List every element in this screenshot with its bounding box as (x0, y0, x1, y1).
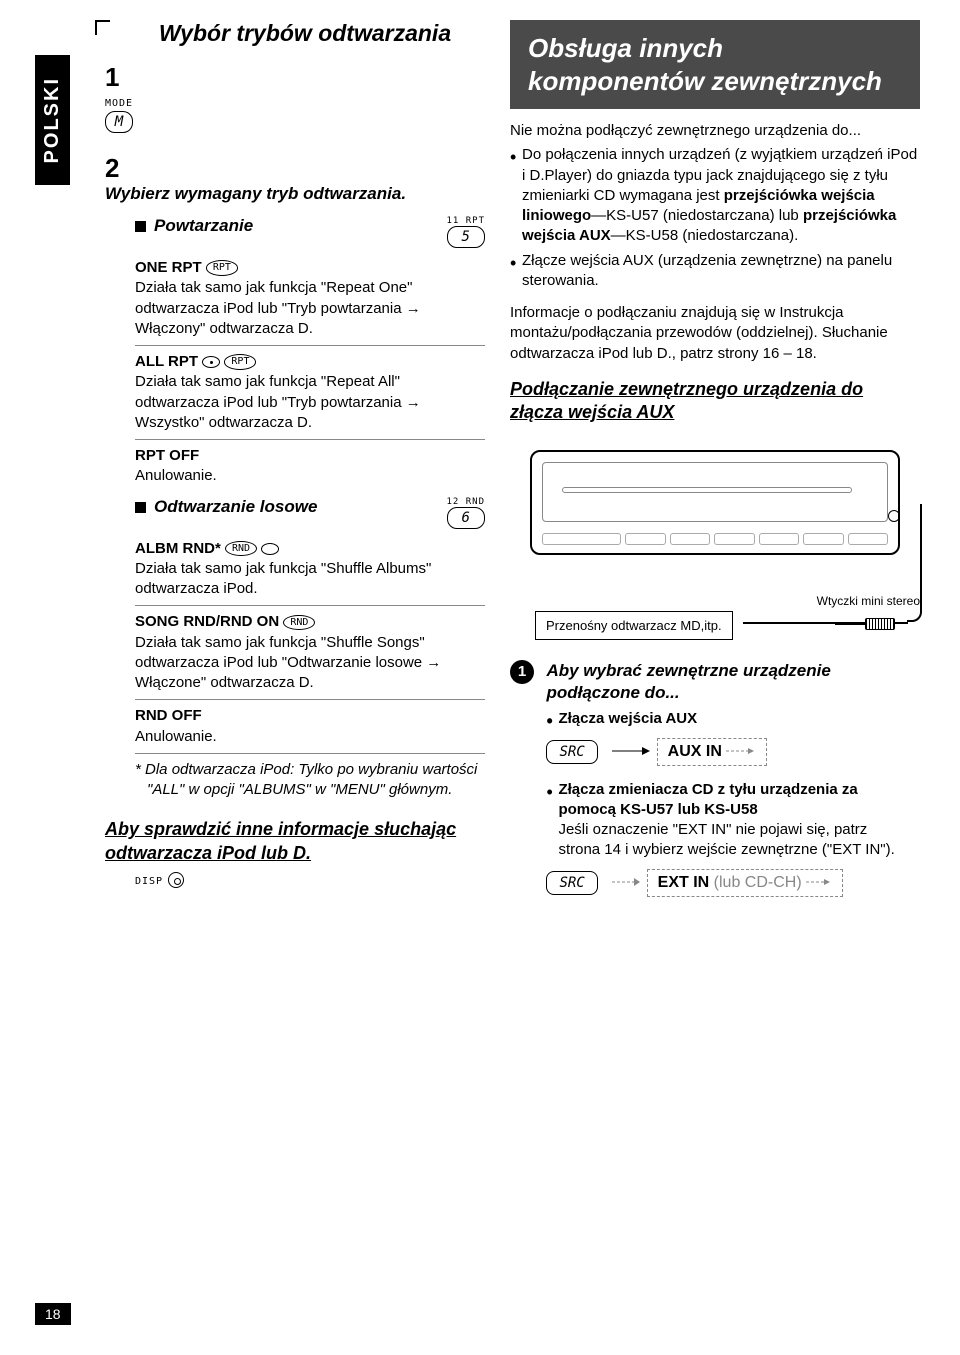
repeat-heading: Powtarzanie (154, 216, 253, 235)
one-rpt-label: ONE RPT (135, 259, 202, 276)
page-number: 18 (35, 1303, 71, 1325)
footnote: Dla odtwarzacza iPod: Tylko po wybraniu … (145, 761, 477, 798)
mode-label: MODE (105, 98, 133, 109)
bullet-2: Złącze wejścia AUX (urządzenia zewnętrzn… (522, 251, 920, 292)
step1-bullet-cdch: Złącza zmieniacza CD z tyłu urządzenia z… (558, 780, 906, 861)
btn5-top-label: 11 RPT (446, 216, 485, 226)
arrow-flow-1: AUX IN (612, 738, 767, 766)
albm-rnd-label: ALBM RND* (135, 540, 221, 557)
button-5[interactable]: 5 (447, 226, 485, 248)
divider (135, 345, 485, 346)
rpt-off-label: RPT OFF (135, 447, 199, 464)
step-1-number: 1 (105, 62, 130, 93)
song-rnd-label: SONG RND/RND ON (135, 613, 279, 630)
bullet-1: Do połączenia innych urządzeń (z wyjątki… (522, 145, 920, 246)
rnd-badge-2: RND (283, 615, 315, 631)
step-2-number: 2 (105, 153, 130, 184)
bracket-decoration (95, 20, 110, 35)
mode-button[interactable]: M (105, 111, 133, 133)
divider (135, 439, 485, 440)
right-title: Obsługa innych komponentów zewnętrznych (510, 20, 920, 109)
divider (135, 753, 485, 754)
rnd-badge: RND (225, 541, 257, 557)
step-2-text: Wybierz wymagany tryb odtwarzania. (105, 184, 465, 204)
left-title: Wybór trybów odtwarzania (105, 20, 485, 47)
player-box: Przenośny odtwarzacz MD,itp. (535, 611, 733, 640)
anulowanie-2: Anulowanie. (135, 728, 217, 745)
right-column: Obsługa innych komponentów zewnętrznych … (510, 20, 920, 897)
src-button-1[interactable]: SRC (546, 740, 597, 764)
all-rpt-desc: Działa tak samo jak funkcja "Repeat All"… (135, 373, 421, 431)
step-circle-1: 1 (510, 660, 534, 684)
check-info-heading: Aby sprawdzić inne informacje słuchając … (105, 818, 485, 865)
src-button-2[interactable]: SRC (546, 871, 597, 895)
disc-icon (202, 356, 220, 368)
aux-jack (888, 510, 900, 522)
button-6[interactable]: 6 (447, 507, 485, 529)
paragraph-1: Informacje o podłączaniu znajdują się w … (510, 303, 920, 364)
rpt-badge: RPT (206, 260, 238, 276)
plug-label: Wtyczki mini stereo (817, 594, 920, 608)
disp-label: DISP (135, 876, 163, 887)
disp-button[interactable] (168, 872, 184, 888)
divider (135, 605, 485, 606)
albm-rnd-desc: Działa tak samo jak funkcja "Shuffle Alb… (135, 560, 431, 597)
stereo-plug (865, 618, 900, 630)
square-bullet-icon (135, 221, 146, 232)
folder-icon (261, 543, 279, 555)
random-heading: Odtwarzanie losowe (154, 497, 317, 516)
stereo-body (530, 450, 900, 555)
arrow-flow-2: EXT IN (lub CD-CH) (612, 869, 843, 897)
aux-subheading: Podłączanie zewnętrznego urządzenia do z… (510, 378, 920, 425)
connection-diagram: Wtyczki mini stereo Przenośny odtwarzacz… (510, 440, 920, 640)
left-column: Wybór trybów odtwarzania 1 MODE M 2 Wybi… (90, 20, 485, 889)
rnd-off-label: RND OFF (135, 707, 202, 724)
step1-title: Aby wybrać zewnętrzne urządzenie podłącz… (546, 660, 906, 706)
anulowanie-1: Anulowanie. (135, 467, 217, 484)
intro-text: Nie można podłączyć zewnętrznego urządze… (510, 121, 920, 141)
language-tab: POLSKI (35, 55, 70, 185)
one-rpt-desc: Działa tak samo jak funkcja "Repeat One"… (135, 279, 421, 337)
step1-bullet-aux: Złącza wejścia AUX (558, 709, 906, 729)
all-rpt-label: ALL RPT (135, 353, 198, 370)
btn6-top-label: 12 RND (446, 497, 485, 507)
song-rnd-desc: Działa tak samo jak funkcja "Shuffle Son… (135, 634, 441, 692)
square-bullet-icon (135, 502, 146, 513)
rpt-badge-2: RPT (224, 354, 256, 370)
divider (135, 699, 485, 700)
